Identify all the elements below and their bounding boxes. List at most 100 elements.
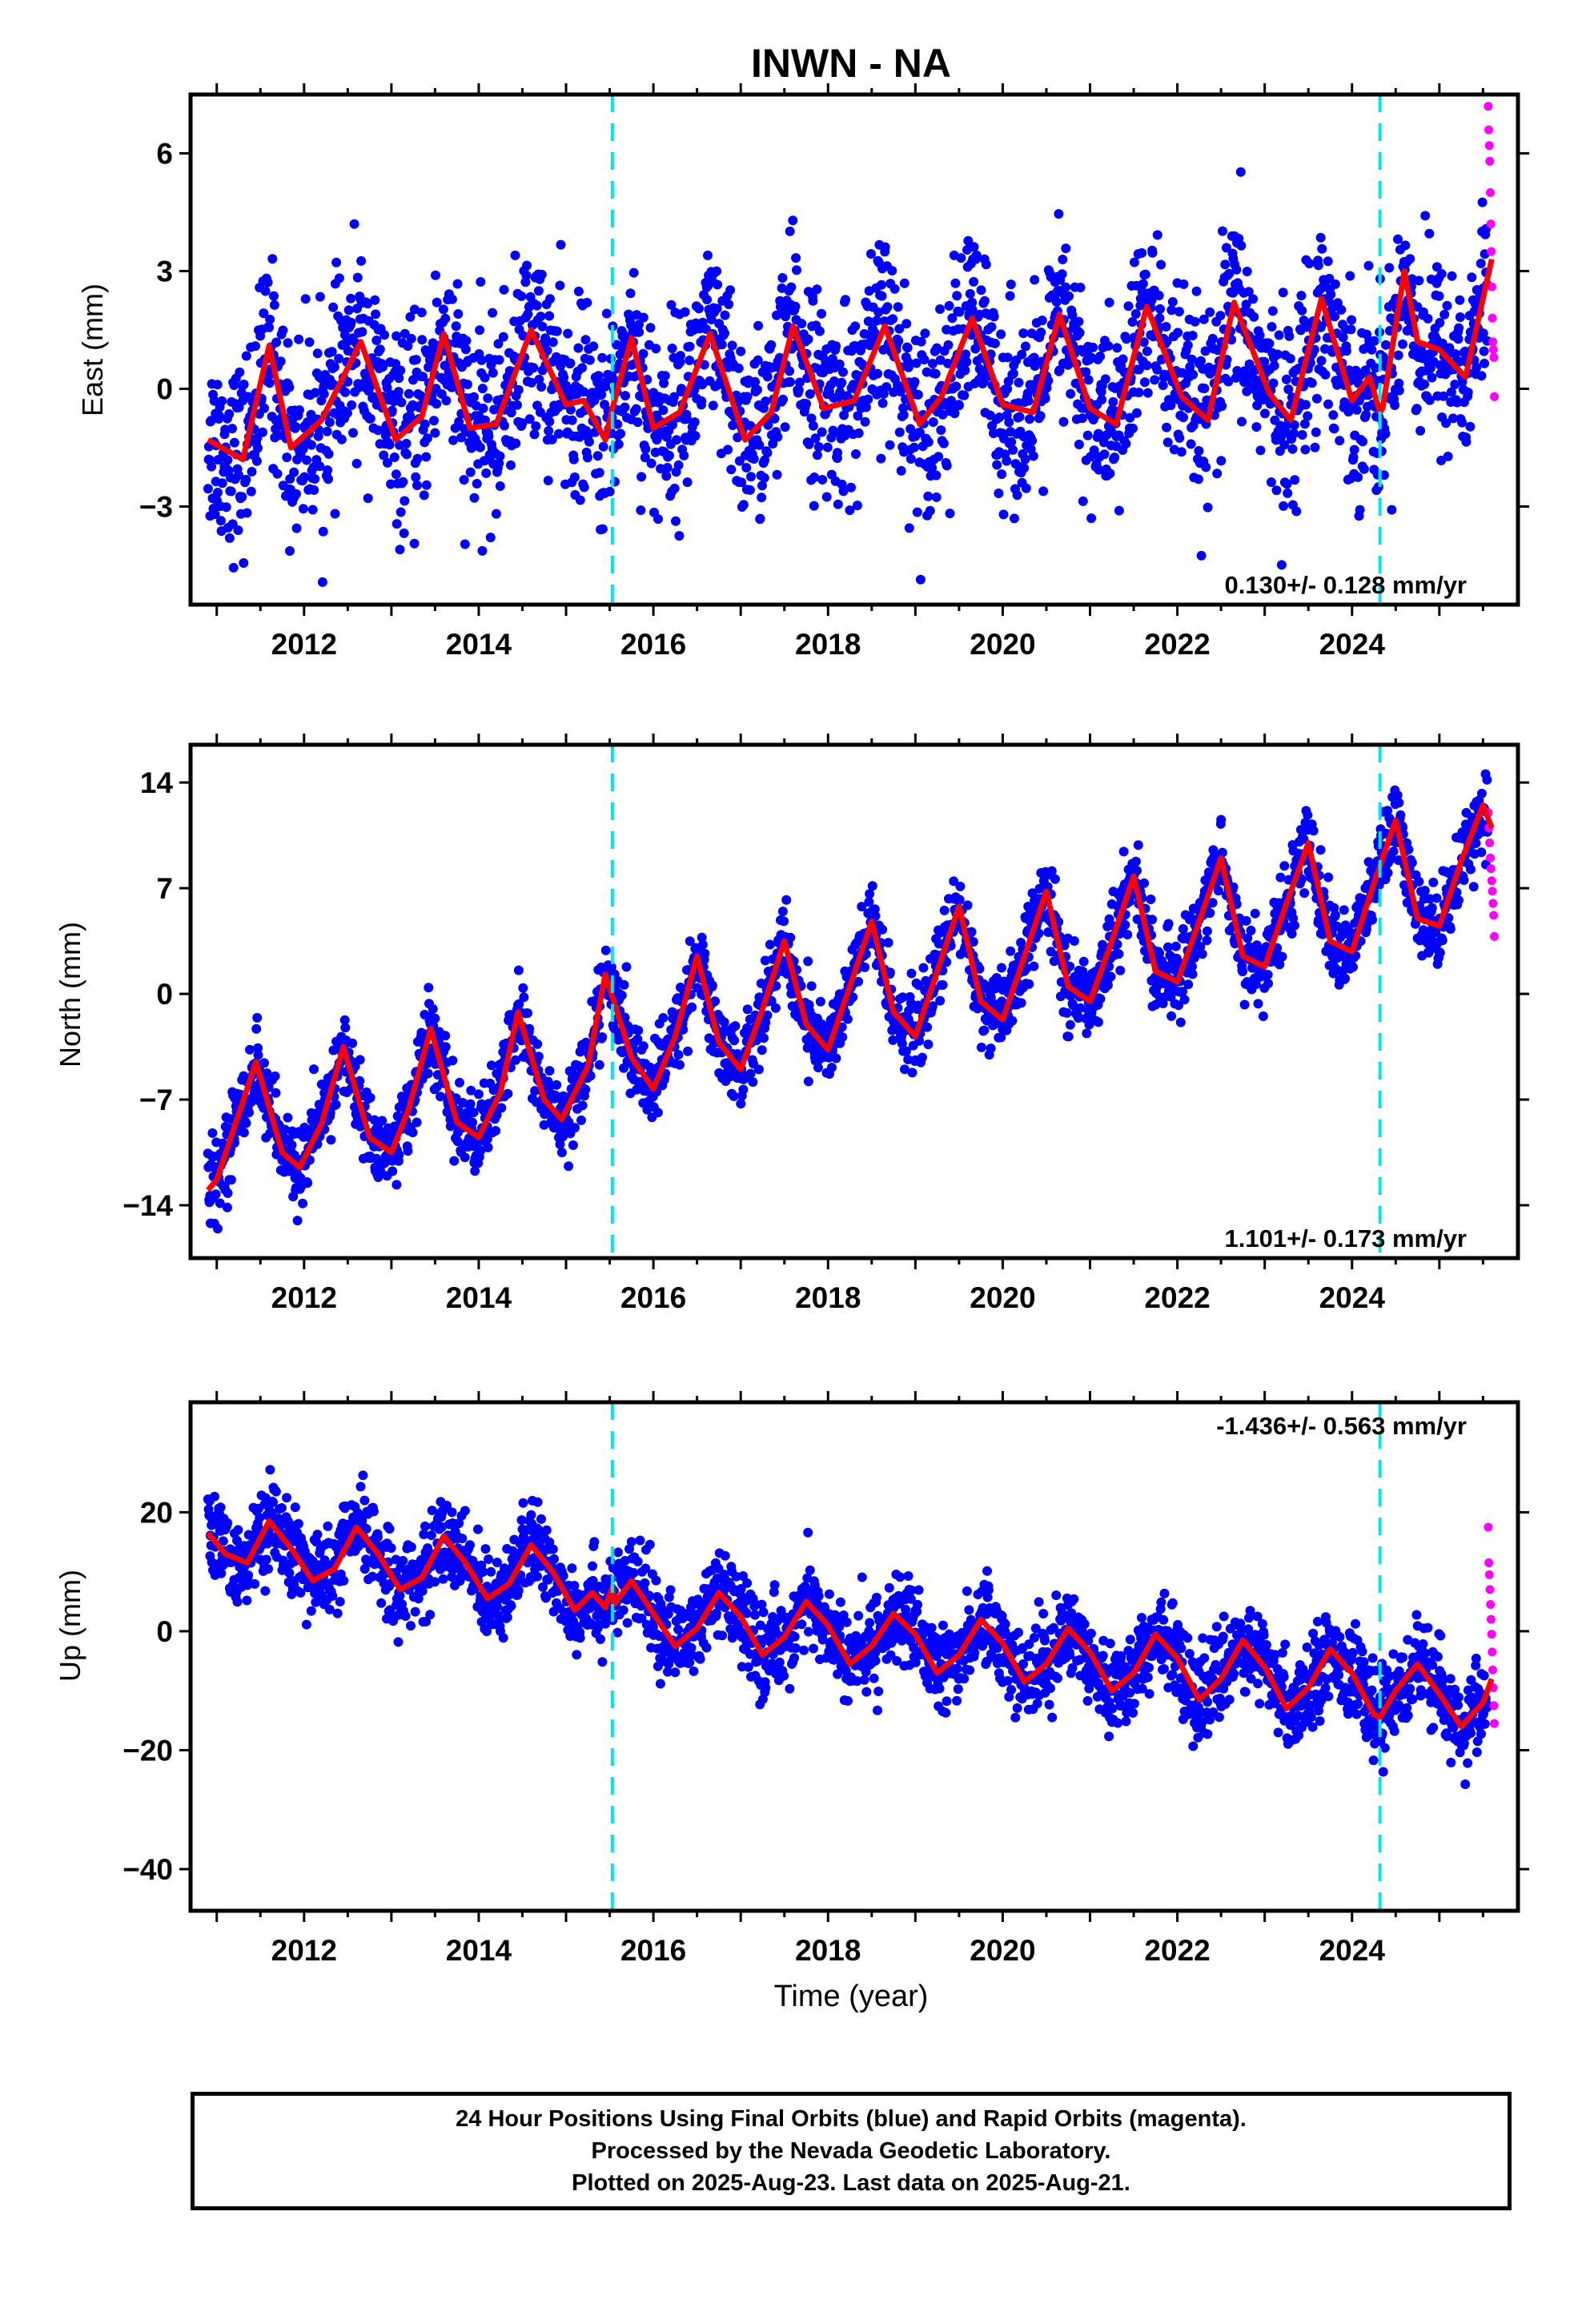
east-ytick-label: −3 <box>139 491 173 524</box>
east-final-point <box>412 480 422 490</box>
east-final-point <box>284 382 295 392</box>
east-final-point <box>1453 334 1464 344</box>
east-final-point <box>1348 452 1359 462</box>
east-final-point <box>1363 390 1373 400</box>
east-final-point <box>873 307 884 317</box>
east-final-point <box>979 296 990 306</box>
east-final-point <box>379 450 389 460</box>
north-final-point <box>1007 1015 1018 1026</box>
north-final-point <box>877 924 888 935</box>
east-final-point <box>1077 413 1087 424</box>
north-final-point <box>347 1038 358 1048</box>
east-rapid-point <box>1485 156 1495 166</box>
east-final-point <box>323 474 333 485</box>
north-final-point <box>1197 949 1207 959</box>
east-final-point <box>212 380 223 390</box>
north-final-point <box>530 1086 540 1096</box>
east-final-point <box>640 452 650 463</box>
north-final-point <box>1208 845 1219 855</box>
east-final-point <box>1010 513 1019 524</box>
east-final-point <box>723 444 733 455</box>
east-final-point <box>1199 314 1209 324</box>
north-final-point <box>939 905 950 915</box>
north-final-point <box>244 1108 254 1118</box>
east-final-point <box>736 346 746 356</box>
east-final-point <box>419 490 429 501</box>
east-final-point <box>812 450 822 460</box>
east-final-point <box>1237 416 1247 427</box>
north-final-point <box>600 945 611 955</box>
east-rapid-orbits-series <box>1484 102 1499 401</box>
east-final-point <box>1249 312 1259 322</box>
east-final-point <box>1220 259 1231 270</box>
north-final-point <box>1082 1028 1092 1039</box>
east-final-point <box>312 348 323 359</box>
east-final-point <box>1061 243 1071 254</box>
north-final-point <box>1178 924 1188 934</box>
north-final-point <box>265 1128 275 1139</box>
east-final-point <box>421 452 432 462</box>
north-final-point <box>1068 1000 1078 1011</box>
east-final-point <box>901 319 912 329</box>
north-final-point <box>652 1108 663 1118</box>
east-final-point <box>396 365 406 376</box>
north-final-point <box>252 1012 263 1023</box>
north-final-point <box>904 1006 914 1015</box>
east-final-point <box>703 250 713 260</box>
north-final-point <box>1150 999 1161 1010</box>
north-final-point <box>785 932 796 943</box>
east-final-point <box>1387 505 1397 515</box>
east-final-point <box>532 300 542 311</box>
east-final-point <box>223 455 233 465</box>
east-final-point <box>1316 356 1327 366</box>
east-final-point <box>1212 468 1223 479</box>
east-final-point <box>646 458 656 468</box>
north-final-point <box>533 1051 544 1062</box>
east-final-point <box>559 372 569 383</box>
east-final-point <box>573 343 584 353</box>
east-final-point <box>1064 291 1074 301</box>
east-final-point <box>1008 368 1018 379</box>
east-final-point <box>552 326 562 336</box>
east-final-point <box>668 420 677 430</box>
east-final-point <box>950 278 961 288</box>
north-final-point <box>1122 930 1133 939</box>
east-final-point <box>1036 328 1046 337</box>
east-final-point <box>1361 409 1371 420</box>
east-final-point <box>749 454 759 464</box>
east-final-point <box>399 528 409 538</box>
east-final-point <box>1439 309 1450 320</box>
north-final-point <box>869 904 880 915</box>
east-final-point <box>592 451 603 461</box>
east-final-point <box>1317 243 1327 254</box>
east-final-point <box>370 295 380 305</box>
east-final-point <box>1196 356 1206 366</box>
east-final-point <box>1152 364 1162 375</box>
north-final-point <box>974 963 985 974</box>
east-final-point <box>812 284 822 295</box>
east-final-point <box>766 340 777 350</box>
north-final-point <box>271 1088 281 1098</box>
east-final-point <box>994 489 1004 498</box>
east-final-point <box>565 404 576 415</box>
north-final-point <box>1104 961 1114 971</box>
north-final-point <box>922 1022 933 1032</box>
east-final-point <box>697 396 707 406</box>
east-final-point <box>272 468 283 479</box>
east-final-point <box>1017 349 1027 360</box>
east-velocity-label: 0.130+/- 0.128 mm/yr <box>1225 571 1467 599</box>
north-final-point <box>949 876 959 887</box>
east-final-point <box>391 469 401 480</box>
east-final-point <box>808 296 818 306</box>
east-final-point <box>391 331 402 341</box>
north-final-point <box>897 1039 907 1049</box>
east-final-point <box>1278 287 1288 298</box>
east-final-point <box>1027 436 1038 446</box>
east-final-point <box>260 286 271 296</box>
east-final-point <box>671 516 681 526</box>
east-final-point <box>406 333 416 344</box>
east-final-point <box>1328 410 1339 420</box>
north-final-point <box>616 990 627 1000</box>
east-final-point <box>375 344 385 355</box>
east-final-point <box>768 439 778 449</box>
